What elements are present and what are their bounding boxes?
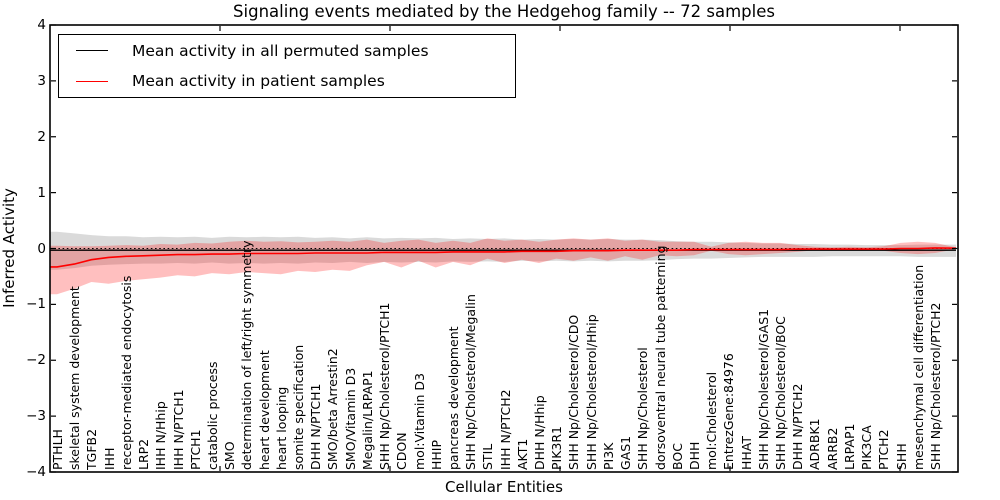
y-tick-label: 2 bbox=[37, 128, 46, 145]
x-tick-label: DHH N/PTCH1 bbox=[308, 383, 324, 470]
x-tick-label: SHH Np/Cholesterol/CDO bbox=[566, 314, 582, 470]
x-tick-label: skeletal system development bbox=[67, 286, 83, 470]
x-tick-label: heart development bbox=[256, 350, 272, 470]
y-tick-label: −1 bbox=[26, 296, 46, 313]
x-tick-label: HHAT bbox=[738, 435, 754, 470]
axes-frame bbox=[49, 24, 959, 473]
x-tick-label: BOC bbox=[669, 443, 685, 470]
x-tick-label: mol:Cholesterol bbox=[704, 371, 720, 470]
x-axis-label: Cellular Entities bbox=[445, 478, 563, 496]
y-tick-label: −2 bbox=[26, 352, 46, 369]
x-tick-label: Megalin/LRPAP1 bbox=[359, 370, 375, 470]
y-axis-label: Inferred Activity bbox=[0, 188, 18, 308]
patient-mean-line bbox=[50, 247, 957, 268]
x-tick-label: ADRBK1 bbox=[807, 418, 823, 470]
x-tick-label: SHH Np/Cholesterol/Megalin bbox=[463, 294, 479, 470]
x-tick-label: CDON bbox=[394, 432, 410, 470]
x-tick-label: PTCH2 bbox=[876, 429, 892, 470]
x-tick-label: LRP2 bbox=[136, 438, 152, 470]
legend-line-patient-icon bbox=[76, 80, 108, 82]
x-tick-label: somite specification bbox=[291, 344, 307, 470]
x-tick-label: IHH N/Hhip bbox=[153, 401, 169, 470]
y-tick-label: 0 bbox=[37, 240, 46, 257]
x-tick-label: determination of left/right symmetry bbox=[239, 240, 255, 471]
x-tick-label: SHH Np/Cholesterol/GAS1 bbox=[755, 308, 771, 470]
x-tick-label: PTCH1 bbox=[187, 429, 203, 470]
x-tick-label: dorsoventral neural tube patterning bbox=[652, 245, 668, 471]
x-tick-label: EntrezGene:84976 bbox=[721, 353, 737, 470]
x-tick-label: DHH bbox=[686, 441, 702, 470]
x-tick-label: SHH Np/Cholesterol/BOC bbox=[773, 316, 789, 470]
x-tick-label: IHH N/PTCH1 bbox=[170, 389, 186, 470]
x-tick-label: SMO bbox=[222, 441, 238, 470]
x-tick-label: HHIP bbox=[428, 439, 444, 470]
x-tick-label: AKT1 bbox=[514, 438, 530, 470]
legend-label-patient: Mean activity in patient samples bbox=[132, 72, 385, 91]
x-tick-label: TGFB2 bbox=[84, 428, 100, 470]
x-tick-label: pancreas development bbox=[445, 326, 461, 470]
legend-item-permuted: Mean activity in all permuted samples bbox=[59, 36, 515, 66]
y-tick-label: −4 bbox=[26, 464, 46, 480]
chart-title: Signaling events mediated by the Hedgeho… bbox=[233, 2, 775, 21]
legend-item-patient: Mean activity in patient samples bbox=[59, 66, 515, 96]
x-tick-label: SHH Np/Cholesterol/Hhip bbox=[583, 314, 599, 470]
y-tick-label: 3 bbox=[37, 72, 46, 89]
x-tick-label: heart looping bbox=[273, 386, 289, 470]
y-tick-label: 1 bbox=[37, 184, 46, 201]
y-tick-label: −3 bbox=[26, 408, 46, 425]
x-tick-label: PTHLH bbox=[50, 429, 65, 470]
legend-label-permuted: Mean activity in all permuted samples bbox=[132, 41, 429, 60]
x-tick-label: receptor-mediated endocytosis bbox=[118, 275, 134, 470]
x-tick-label: PI3K bbox=[600, 442, 616, 470]
x-tick-label: PIK3R1 bbox=[549, 425, 565, 470]
x-tick-label: ARRB2 bbox=[824, 427, 840, 470]
x-tick-label: PIK3CA bbox=[859, 425, 875, 470]
x-tick-label: SMO/beta Arrestin2 bbox=[325, 348, 341, 470]
legend: Mean activity in all permuted samples Me… bbox=[58, 34, 516, 98]
x-tick-label: mesenchymal cell differentiation bbox=[910, 264, 926, 470]
x-tick-label: SMO/Vitamin D3 bbox=[342, 367, 358, 470]
x-tick-label: DHH N/PTCH2 bbox=[790, 383, 806, 470]
x-tick-label: DHH N/Hhip bbox=[532, 395, 548, 470]
x-tick-label: catabolic process bbox=[204, 361, 220, 470]
patient-std-band bbox=[50, 238, 956, 295]
x-tick-label: STIL bbox=[480, 443, 496, 470]
y-tick-label: 4 bbox=[37, 17, 46, 33]
x-tick-label: LRPAP1 bbox=[841, 423, 857, 470]
x-tick-label: SHH Np/Cholesterol bbox=[635, 347, 651, 470]
x-tick-label: SHH Np/Cholesterol/PTCH2 bbox=[928, 302, 943, 471]
x-tick-label: GAS1 bbox=[618, 435, 634, 470]
x-tick-label: IHH N/PTCH2 bbox=[497, 389, 513, 470]
x-tick-label: SHH Np/Cholesterol/PTCH1 bbox=[377, 302, 393, 471]
x-tick-label: SHH bbox=[893, 443, 909, 470]
x-tick-label: mol:Vitamin D3 bbox=[411, 373, 427, 470]
x-tick-label: IHH bbox=[101, 447, 117, 471]
legend-line-permuted-icon bbox=[76, 50, 108, 52]
